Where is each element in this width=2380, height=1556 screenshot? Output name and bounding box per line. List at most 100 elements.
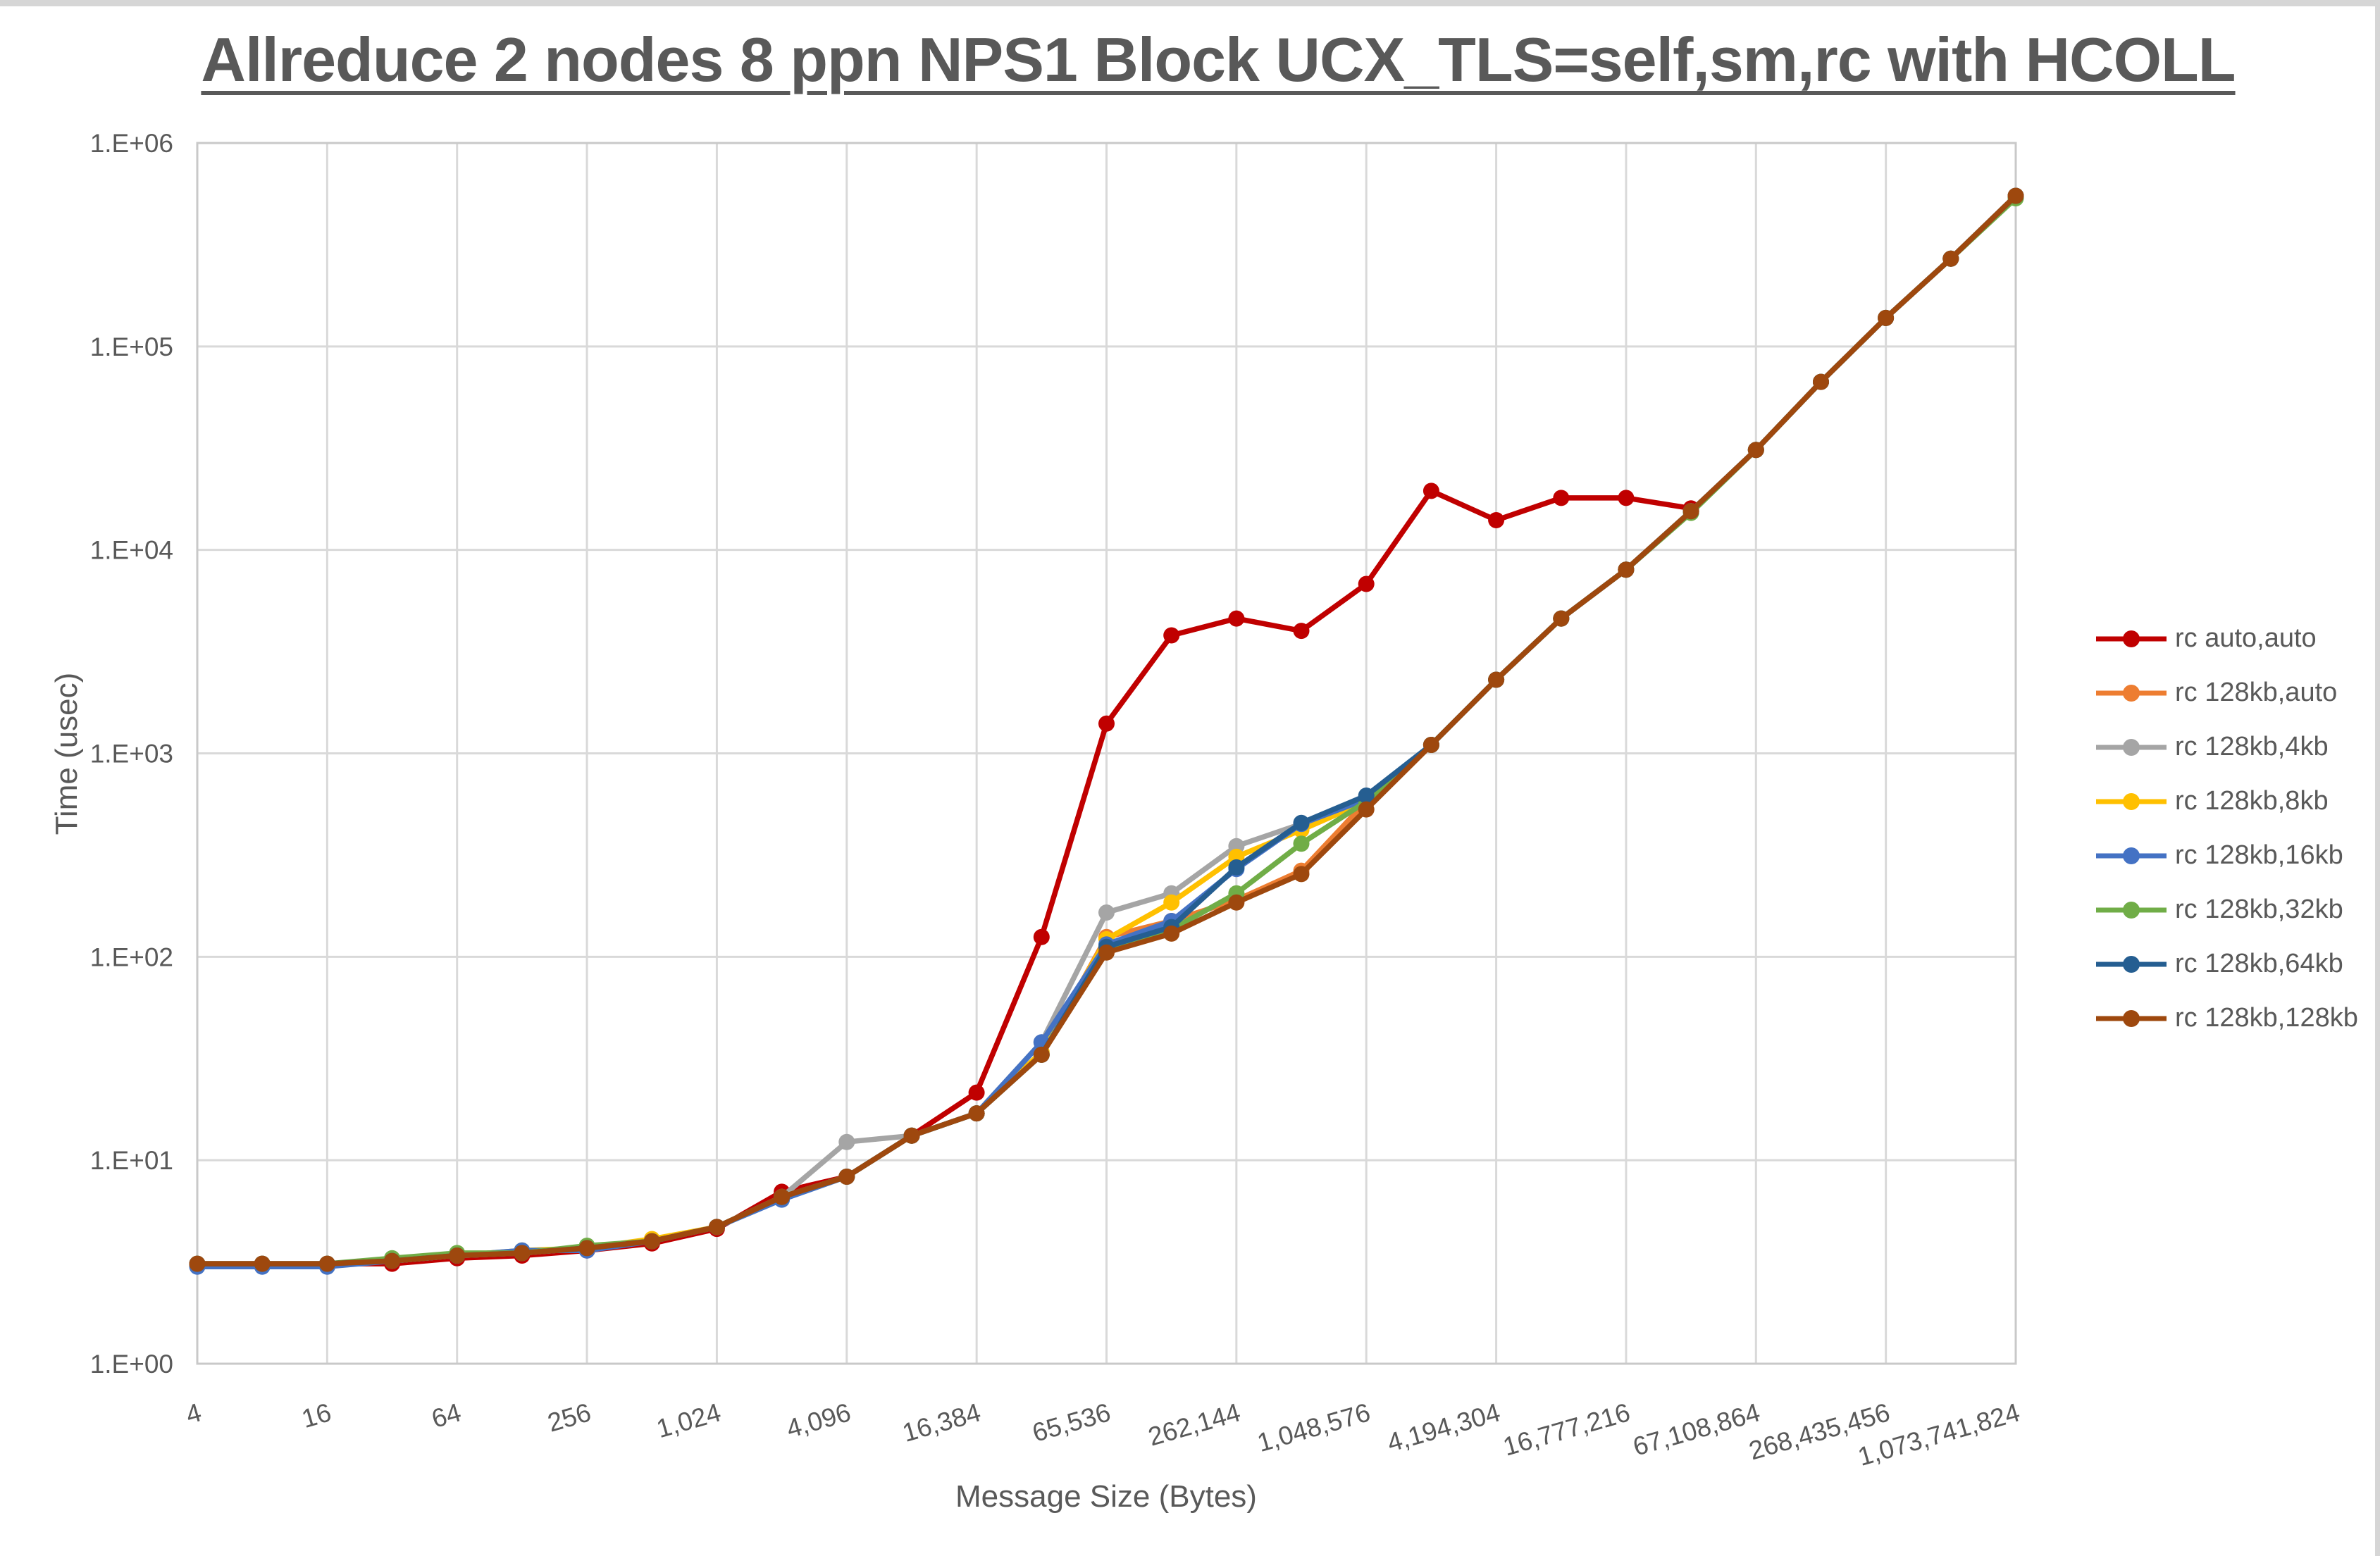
series-rc-auto-auto xyxy=(189,483,1699,1272)
data-point-rc-128kb-64kb xyxy=(1293,814,1310,831)
y-tick-label: 1.E+01 xyxy=(90,1146,173,1175)
data-point-rc-auto-auto xyxy=(1553,490,1570,506)
legend-item-rc-128kb-auto: rc 128kb,auto xyxy=(2096,666,2358,720)
data-point-rc-128kb-128kb xyxy=(1293,866,1310,883)
legend-marker-rc-128kb-4kb xyxy=(2096,738,2167,756)
legend-marker-rc-128kb-16kb xyxy=(2096,847,2167,864)
data-point-rc-128kb-128kb xyxy=(1878,309,1895,326)
legend-label: rc 128kb,8kb xyxy=(2175,786,2329,816)
y-tick-label: 1.E+04 xyxy=(90,536,173,565)
legend-item-rc-128kb-64kb: rc 128kb,64kb xyxy=(2096,937,2358,991)
window-edge-top xyxy=(0,0,2380,6)
data-point-rc-128kb-128kb xyxy=(1358,801,1375,818)
legend-marker-rc-auto-auto xyxy=(2096,630,2167,647)
data-point-rc-auto-auto xyxy=(1618,490,1635,506)
x-tick-label: 4,096 xyxy=(783,1398,854,1443)
legend-item-rc-128kb-32kb: rc 128kb,32kb xyxy=(2096,883,2358,937)
data-point-rc-128kb-128kb xyxy=(384,1252,400,1269)
x-tick-label: 1,024 xyxy=(653,1398,724,1443)
legend-item-rc-128kb-8kb: rc 128kb,8kb xyxy=(2096,774,2358,828)
legend-item-rc-128kb-4kb: rc 128kb,4kb xyxy=(2096,720,2358,774)
y-tick-label: 1.E+02 xyxy=(90,942,173,971)
data-point-rc-128kb-128kb xyxy=(189,1255,206,1272)
legend-label: rc 128kb,auto xyxy=(2175,678,2338,707)
data-point-rc-128kb-128kb xyxy=(1682,503,1699,520)
data-point-rc-auto-auto xyxy=(1293,623,1310,640)
x-tick-label: 65,536 xyxy=(1029,1398,1114,1448)
y-tick-label: 1.E+05 xyxy=(90,332,173,361)
data-point-rc-auto-auto xyxy=(1163,627,1180,644)
data-point-rc-128kb-128kb xyxy=(1488,671,1505,688)
x-tick-label: 16,777,216 xyxy=(1500,1398,1633,1461)
data-point-rc-128kb-64kb xyxy=(1228,859,1245,876)
data-point-rc-128kb-128kb xyxy=(514,1245,531,1262)
data-point-rc-auto-auto xyxy=(1033,928,1050,945)
x-axis-tick-labels: 4 16 64 256 1,024 4,096 16,384 65,536 262,144 1,0… xyxy=(182,1398,2023,1471)
data-point-rc-128kb-128kb xyxy=(1228,894,1245,911)
x-tick-label: 262,144 xyxy=(1145,1398,1244,1451)
gridlines xyxy=(196,142,2017,1365)
window-edge-right xyxy=(2375,0,2380,1556)
legend-marker-rc-128kb-auto xyxy=(2096,684,2167,702)
data-point-rc-128kb-8kb xyxy=(1163,894,1180,911)
data-point-rc-128kb-128kb xyxy=(578,1240,595,1257)
data-point-rc-128kb-128kb xyxy=(318,1255,335,1272)
legend-label: rc auto,auto xyxy=(2175,623,2317,653)
legend-item-rc-128kb-16kb: rc 128kb,16kb xyxy=(2096,828,2358,883)
plot-border xyxy=(196,142,2017,1365)
y-tick-label: 1.E+06 xyxy=(90,129,173,158)
legend-marker-rc-128kb-64kb xyxy=(2096,955,2167,973)
data-point-rc-128kb-128kb xyxy=(1553,610,1570,627)
legend-label: rc 128kb,64kb xyxy=(2175,949,2343,978)
data-point-rc-128kb-128kb xyxy=(1033,1046,1050,1063)
x-tick-label: 4,194,304 xyxy=(1384,1398,1504,1457)
y-tick-label: 1.E+00 xyxy=(90,1350,173,1378)
data-point-rc-128kb-128kb xyxy=(254,1255,271,1272)
x-tick-label: 16 xyxy=(299,1398,335,1433)
legend-item-rc-auto-auto: rc auto,auto xyxy=(2096,611,2358,666)
legend-marker-rc-128kb-128kb xyxy=(2096,1009,2167,1027)
legend-marker-rc-128kb-32kb xyxy=(2096,901,2167,919)
data-point-rc-auto-auto xyxy=(1098,715,1115,732)
y-tick-label: 1.E+03 xyxy=(90,740,173,768)
data-point-rc-128kb-128kb xyxy=(1942,250,1959,267)
x-axis-title: Message Size (Bytes) xyxy=(955,1479,1257,1514)
chart-title: Allreduce 2 nodes 8 ppn NPS1 Block UCX_T… xyxy=(201,25,2236,94)
data-point-rc-128kb-32kb xyxy=(1293,835,1310,852)
series-rc-128kb-128kb xyxy=(189,187,2024,1272)
data-point-rc-auto-auto xyxy=(1228,610,1245,627)
legend-label: rc 128kb,32kb xyxy=(2175,895,2343,924)
data-point-rc-128kb-128kb xyxy=(1813,373,1829,390)
x-tick-label: 4 xyxy=(182,1398,204,1429)
data-point-rc-128kb-128kb xyxy=(903,1127,920,1144)
data-point-rc-auto-auto xyxy=(1423,483,1439,499)
data-point-rc-128kb-128kb xyxy=(1098,944,1115,961)
data-point-rc-128kb-128kb xyxy=(1747,442,1764,459)
data-point-rc-auto-auto xyxy=(1488,512,1505,528)
data-point-rc-128kb-128kb xyxy=(708,1219,725,1236)
legend-label: rc 128kb,128kb xyxy=(2175,1003,2358,1033)
data-point-rc-auto-auto xyxy=(968,1084,985,1101)
data-point-rc-128kb-4kb xyxy=(838,1133,855,1150)
y-axis-tick-labels: 1.E+00 1.E+01 1.E+02 1.E+03 1.E+04 1.E+05 1.E+… xyxy=(90,129,173,1378)
legend-item-rc-128kb-128kb: rc 128kb,128kb xyxy=(2096,991,2358,1045)
y-axis-title: Time (usec) xyxy=(49,672,84,835)
data-point-rc-128kb-128kb xyxy=(774,1188,791,1205)
x-tick-label: 64 xyxy=(428,1398,464,1433)
data-point-rc-128kb-128kb xyxy=(1618,561,1635,578)
data-point-rc-128kb-4kb xyxy=(1098,904,1115,921)
legend-marker-rc-128kb-8kb xyxy=(2096,792,2167,810)
data-point-rc-128kb-128kb xyxy=(838,1169,855,1185)
data-point-rc-128kb-128kb xyxy=(449,1247,466,1264)
x-tick-label: 16,384 xyxy=(899,1398,984,1448)
data-point-rc-auto-auto xyxy=(1358,575,1375,592)
data-point-rc-128kb-128kb xyxy=(1423,737,1439,753)
data-point-rc-128kb-128kb xyxy=(968,1105,985,1122)
x-tick-label: 67,108,864 xyxy=(1630,1398,1763,1461)
legend-label: rc 128kb,16kb xyxy=(2175,840,2343,870)
x-tick-label: 256 xyxy=(545,1398,595,1437)
x-tick-label: 1,048,576 xyxy=(1254,1398,1374,1457)
series-line-rc-auto-auto xyxy=(194,488,1694,1266)
